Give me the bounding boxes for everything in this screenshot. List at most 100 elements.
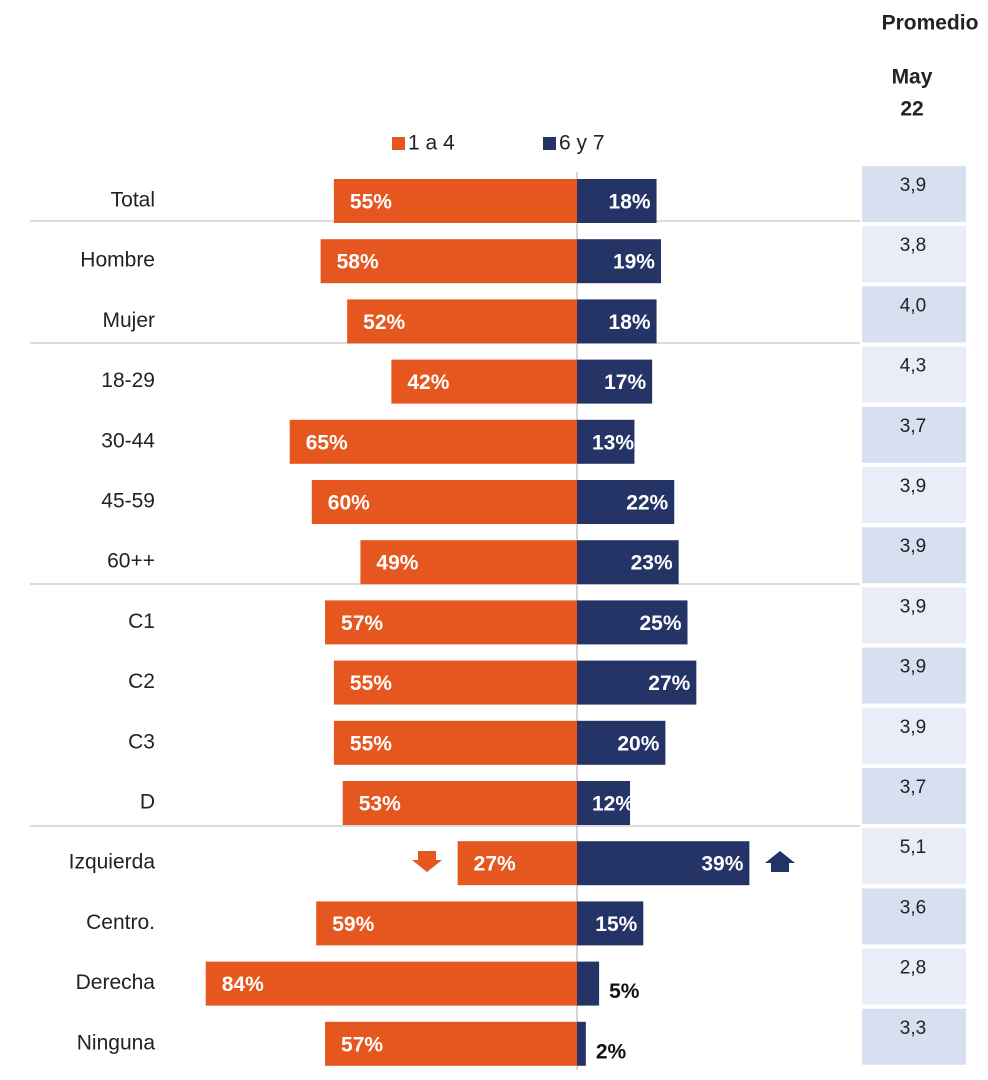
average-cell bbox=[862, 286, 966, 343]
legend-swatch bbox=[392, 137, 405, 150]
bar bbox=[577, 841, 750, 886]
value-label: 15% bbox=[595, 913, 637, 936]
category-label: D bbox=[140, 791, 155, 814]
bar bbox=[577, 359, 653, 404]
bar bbox=[333, 179, 577, 223]
category-label: 45-59 bbox=[101, 490, 155, 513]
value-label: 23% bbox=[631, 552, 673, 575]
bar bbox=[577, 660, 697, 705]
bar bbox=[457, 841, 577, 886]
average-value: 3,9 bbox=[900, 717, 926, 738]
value-label: 58% bbox=[337, 251, 379, 274]
value-label: 53% bbox=[359, 793, 401, 816]
value-label: 57% bbox=[341, 612, 383, 635]
bar bbox=[577, 419, 635, 464]
bar bbox=[577, 299, 657, 344]
value-label: 18% bbox=[609, 191, 651, 214]
value-label: 25% bbox=[639, 612, 681, 635]
bar bbox=[577, 600, 688, 645]
bar bbox=[360, 540, 577, 585]
category-label: Izquierda bbox=[69, 851, 156, 874]
value-label: 27% bbox=[474, 853, 516, 876]
average-cell bbox=[862, 948, 966, 1005]
value-label: 84% bbox=[222, 973, 264, 996]
bar bbox=[289, 419, 577, 464]
value-label: 2% bbox=[596, 1040, 627, 1063]
average-cell bbox=[862, 888, 966, 945]
category-label: 30-44 bbox=[101, 429, 155, 452]
value-label: 19% bbox=[613, 251, 655, 274]
bar bbox=[325, 600, 577, 645]
average-cell bbox=[862, 1008, 966, 1065]
bar bbox=[333, 660, 577, 705]
value-label: 39% bbox=[701, 853, 743, 876]
bar bbox=[347, 299, 577, 344]
average-cell bbox=[862, 768, 966, 824]
legend-label: 1 a 4 bbox=[408, 132, 455, 155]
average-cell bbox=[862, 707, 966, 764]
average-cell bbox=[862, 166, 966, 222]
category-label: Hombre bbox=[80, 249, 155, 272]
value-label: 49% bbox=[376, 552, 418, 575]
average-value: 4,0 bbox=[900, 295, 926, 316]
value-label: 65% bbox=[306, 431, 348, 454]
bar bbox=[342, 781, 577, 825]
average-title: Promedio bbox=[882, 12, 979, 35]
value-label: 17% bbox=[604, 371, 646, 394]
average-value: 3,3 bbox=[900, 1018, 926, 1039]
average-value: 3,7 bbox=[900, 416, 926, 437]
average-value: 3,9 bbox=[900, 476, 926, 497]
average-period: May bbox=[892, 66, 933, 89]
bar bbox=[320, 239, 577, 284]
category-label: C2 bbox=[128, 670, 155, 693]
average-value: 3,6 bbox=[900, 897, 926, 918]
average-value: 3,7 bbox=[900, 777, 926, 798]
value-label: 20% bbox=[617, 732, 659, 755]
bar bbox=[577, 540, 679, 585]
value-label: 55% bbox=[350, 732, 392, 755]
average-cell bbox=[862, 587, 966, 644]
average-cell bbox=[862, 527, 966, 584]
bar bbox=[577, 720, 666, 765]
legend-swatch bbox=[543, 137, 556, 150]
category-label: 60++ bbox=[107, 550, 155, 573]
category-label: Total bbox=[111, 189, 155, 212]
bar bbox=[577, 480, 675, 524]
bar bbox=[333, 720, 577, 765]
average-cell bbox=[862, 346, 966, 403]
average-value: 5,1 bbox=[900, 837, 926, 858]
average-cell bbox=[862, 467, 966, 523]
value-label: 5% bbox=[609, 980, 640, 1003]
bar bbox=[577, 179, 657, 223]
average-cell bbox=[862, 226, 966, 283]
value-label: 12% bbox=[592, 793, 634, 816]
up-arrow-icon bbox=[765, 851, 795, 872]
value-label: 55% bbox=[350, 191, 392, 214]
value-label: 22% bbox=[626, 492, 668, 515]
bar bbox=[316, 901, 577, 946]
category-label: Ninguna bbox=[77, 1031, 156, 1054]
bar bbox=[311, 480, 577, 524]
bar bbox=[577, 1021, 586, 1066]
average-value: 3,9 bbox=[900, 175, 926, 196]
category-label: C1 bbox=[128, 610, 155, 633]
bar bbox=[577, 239, 661, 284]
average-value: 3,8 bbox=[900, 235, 926, 256]
bar bbox=[391, 359, 577, 404]
category-label: Mujer bbox=[102, 309, 155, 332]
average-cell bbox=[862, 406, 966, 463]
average-value: 3,9 bbox=[900, 596, 926, 617]
average-value: 3,9 bbox=[900, 536, 926, 557]
bar bbox=[325, 1021, 577, 1066]
legend-label: 6 y 7 bbox=[559, 132, 605, 155]
average-value: 2,8 bbox=[900, 958, 926, 979]
average-value: 3,9 bbox=[900, 657, 926, 678]
average-period: 22 bbox=[900, 98, 923, 121]
category-label: Derecha bbox=[76, 971, 156, 994]
bar bbox=[205, 961, 577, 1006]
value-label: 59% bbox=[332, 913, 374, 936]
average-value: 4,3 bbox=[900, 356, 926, 377]
category-label: Centro. bbox=[86, 911, 155, 934]
bar bbox=[577, 901, 644, 946]
value-label: 13% bbox=[592, 431, 634, 454]
